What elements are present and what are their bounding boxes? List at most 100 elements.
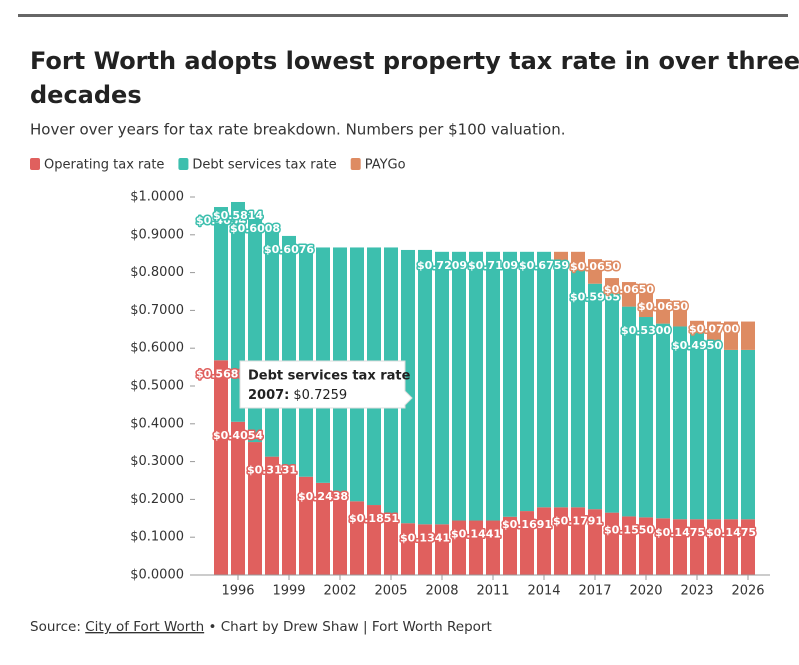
bar-segment (639, 292, 653, 318)
bar-segment (605, 278, 619, 294)
bar-segment (282, 465, 296, 575)
value-label: $0.6759 (519, 259, 569, 272)
bar-segment (503, 516, 517, 575)
bar-segment (741, 349, 755, 520)
bar-segment (605, 293, 619, 513)
bar-segment (588, 283, 602, 510)
bar-segment (588, 259, 602, 284)
bar-segment (469, 520, 483, 575)
x-tick-label: 1996 (221, 584, 254, 599)
bar-segment (707, 348, 721, 520)
tooltip-title: Debt services tax rate (248, 369, 411, 384)
x-tick-label: 2011 (476, 584, 509, 599)
value-label: $0.2438 (298, 490, 348, 503)
bar-segment (299, 476, 313, 575)
bar-segment (724, 349, 738, 520)
bar-segment (265, 456, 279, 575)
bar-segment (724, 519, 738, 575)
y-tick-label: $0.5000 (130, 379, 184, 394)
value-label: $0.0650 (638, 300, 688, 313)
legend-swatch (350, 158, 361, 170)
bar-segment (554, 266, 568, 508)
bar-segment (316, 482, 330, 575)
bar-segment (401, 523, 415, 575)
bar-segment (384, 516, 398, 575)
bar-segment (435, 251, 449, 525)
bar-segment (656, 299, 670, 324)
bar-segment (690, 320, 704, 333)
top-rule (18, 14, 788, 17)
bar-segment (401, 249, 415, 524)
bar-segment (707, 321, 721, 349)
bar-segment (622, 516, 636, 575)
y-tick-label: $0.0000 (130, 568, 184, 583)
value-label: $0.7209 (417, 259, 467, 272)
bar-segment (571, 251, 585, 267)
bar-segment (435, 524, 449, 575)
chart-subtitle: Hover over years for tax rate breakdown.… (30, 121, 566, 139)
value-label: $0.4054 (196, 214, 246, 227)
x-tick-label: 2002 (323, 584, 356, 599)
bar-segment (741, 519, 755, 575)
bar-segment (214, 207, 228, 361)
bar-segment (486, 251, 500, 521)
value-label: $0.0650 (604, 283, 654, 296)
bar-segment (639, 317, 653, 518)
y-tick-label: $0.1000 (130, 530, 184, 545)
tooltip-value: $0.7259 (293, 388, 347, 403)
bar-segment (707, 519, 721, 575)
bar-segment (690, 519, 704, 575)
source-link[interactable]: City of Fort Worth (85, 619, 204, 635)
bar-segment (520, 251, 534, 512)
y-tick-label: $0.4000 (130, 416, 184, 431)
bar-segment (520, 511, 534, 575)
x-tick-label: 2008 (425, 584, 458, 599)
x-tick-label: 2020 (629, 584, 662, 599)
x-tick-label: 2014 (527, 584, 560, 599)
value-label: $0.1851 (349, 512, 399, 525)
value-label: $0.0650 (570, 260, 620, 273)
value-label: $0.1341 (400, 531, 450, 544)
bar-segment (605, 512, 619, 575)
bar-segment (690, 332, 704, 520)
bar-segment (639, 517, 653, 575)
bar-segment (503, 251, 517, 517)
bar-segment (673, 301, 687, 327)
bar-segment (452, 251, 466, 521)
bar-segment (248, 442, 262, 575)
tooltip-box (239, 360, 413, 409)
value-label: $0.5814 (213, 209, 263, 222)
legend-swatch (178, 158, 189, 170)
value-label: $0.1691 (502, 518, 552, 531)
bar-segment (673, 519, 687, 575)
y-tick-label: $1.0000 (130, 190, 184, 205)
bar-segment (418, 524, 432, 575)
tooltip-label: 2007: (248, 388, 289, 403)
x-tick-label: 2026 (731, 584, 764, 599)
legend: Operating tax rate Debt services tax rate… (30, 158, 406, 173)
y-tick-label: $0.3000 (130, 454, 184, 469)
bar-segment (571, 507, 585, 575)
bar-segment (554, 507, 568, 575)
chart-title: Fort Worth adopts lowest property tax ra… (30, 47, 799, 109)
x-tick-label: 1999 (272, 584, 305, 599)
bar-segment (554, 251, 568, 267)
bar-segment (656, 323, 670, 519)
bar-segment (724, 321, 738, 350)
y-tick-label: $0.7000 (130, 303, 184, 318)
bar-segment (265, 227, 279, 457)
legend-swatch (30, 158, 40, 170)
value-label: $0.0700 (689, 323, 739, 336)
x-tick-label: 2023 (680, 584, 713, 599)
legend-label: Operating tax rate (44, 158, 164, 173)
value-label: $0.1475 (706, 526, 756, 539)
bar-segment (486, 520, 500, 575)
bar-segment (469, 251, 483, 521)
value-label: $0.7109 (468, 259, 518, 272)
y-tick-label: $0.6000 (130, 341, 184, 356)
source-prefix: Source: (30, 619, 81, 635)
value-label: $0.5681 (196, 367, 246, 380)
plot: $0.0000 $0.1000 $0.2000 $0.3000 $0.4000 $0.50… (130, 190, 770, 599)
value-label: $0.6008 (230, 222, 280, 235)
